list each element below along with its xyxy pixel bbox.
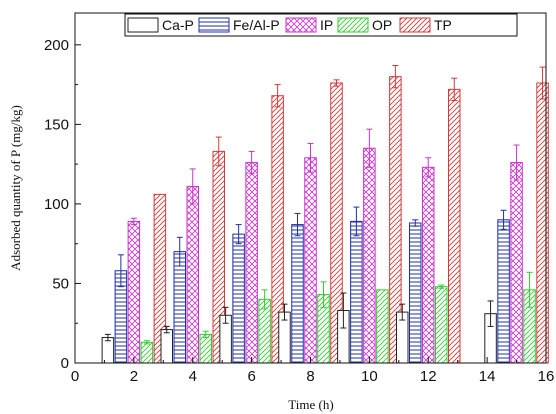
error-bar (399, 303, 406, 321)
x-axis-title: Time (h) (288, 397, 333, 412)
bar-fe-al-p-15 (497, 219, 510, 364)
bar-ip-10 (363, 147, 376, 364)
y-tick-label: 150 (44, 116, 69, 133)
bar-ip-12 (422, 166, 435, 364)
error-bar (281, 303, 288, 321)
error-bar (248, 150, 255, 175)
bar-fe-al-p-6 (232, 233, 245, 364)
x-tick-label: 2 (130, 368, 138, 385)
error-bar (215, 136, 222, 167)
legend-label: Ca-P (162, 17, 194, 33)
error-bar (222, 306, 229, 324)
x-tick-label: 10 (361, 368, 378, 385)
error-bar (438, 284, 445, 289)
error-bar (392, 65, 399, 89)
y-tick-label: 100 (44, 196, 69, 213)
error-bar (487, 300, 494, 327)
bar-fe-al-p-8 (291, 224, 304, 364)
legend-label: IP (320, 17, 333, 33)
legend-item-op: OP (337, 17, 392, 33)
x-axis: 0 2 4 6 8 10 12 14 16 (71, 357, 555, 385)
bar-ca-p-4 (160, 329, 173, 364)
error-bar (130, 217, 137, 226)
x-tick-label: 0 (71, 368, 79, 385)
bar-ip-4 (186, 185, 199, 364)
bar-ip-2 (127, 220, 141, 364)
legend-swatch (399, 17, 431, 33)
legend-swatch (285, 17, 317, 33)
x-tick-label: 14 (479, 368, 496, 385)
error-bar (353, 206, 360, 237)
bar-op-12 (435, 286, 448, 364)
x-tick-label: 12 (420, 368, 437, 385)
legend-item-tp: TP (399, 17, 452, 33)
error-bar (261, 289, 268, 310)
error-bar (104, 333, 111, 342)
y-tick-label: 50 (52, 275, 69, 292)
y-axis: 0 50 100 150 200 (44, 37, 81, 372)
legend: Ca-P Fe/Al-P IP OP TP (124, 13, 518, 37)
bar-ip-8 (304, 157, 317, 364)
x-tick-label: 8 (306, 368, 314, 385)
error-bar (189, 168, 196, 205)
x-tick-label: 4 (189, 368, 197, 385)
bar-fe-al-p-10 (350, 220, 363, 364)
error-bar (163, 325, 170, 334)
legend-swatch (337, 17, 369, 33)
error-bar (274, 84, 281, 108)
bar-ip-15 (510, 162, 523, 364)
error-bar (333, 79, 340, 87)
error-bar (412, 219, 419, 227)
y-axis-title: Adsorbed quantity of P (mg/kg) (8, 105, 23, 271)
legend-swatch (198, 17, 230, 33)
error-bar (320, 281, 327, 308)
error-bar (539, 66, 546, 100)
legend-item-ip: IP (285, 17, 333, 33)
bar-tp-15 (536, 82, 549, 364)
legend-label: OP (372, 17, 392, 33)
y-tick-label: 200 (44, 37, 69, 54)
bar-fe-al-p-12 (409, 222, 422, 364)
bar-fe-al-p-4 (173, 251, 186, 364)
error-bar (500, 209, 507, 230)
bar-ca-p-2 (101, 337, 115, 364)
legend-label: TP (434, 17, 452, 33)
error-bar (366, 128, 373, 168)
bar-op-4 (199, 333, 212, 364)
bar-tp-12 (448, 88, 461, 364)
error-bar (143, 340, 150, 345)
error-bars-group (104, 65, 546, 345)
bar-ip-6 (245, 162, 258, 364)
error-bar (513, 144, 520, 181)
error-bar (307, 142, 314, 173)
x-tick-label: 16 (538, 368, 555, 385)
legend-item-ca-p: Ca-P (127, 17, 194, 33)
y-tick-label: 0 (61, 355, 69, 372)
bars-group (101, 76, 549, 364)
legend-item-fe-al-p: Fe/Al-P (198, 17, 280, 33)
error-bar (117, 254, 124, 288)
error-bar (340, 292, 347, 329)
bar-op-2 (140, 341, 154, 364)
legend-label: Fe/Al-P (233, 17, 280, 33)
legend-swatch (127, 17, 159, 33)
error-bar (176, 236, 183, 267)
x-tick-label: 6 (247, 368, 255, 385)
error-bar (235, 224, 242, 245)
error-bar (526, 271, 533, 308)
plot-area (74, 12, 549, 364)
error-bar (451, 77, 458, 101)
error-bar (294, 212, 301, 237)
error-bar (425, 157, 432, 178)
error-bar (202, 330, 209, 339)
bar-op-10 (376, 289, 389, 364)
